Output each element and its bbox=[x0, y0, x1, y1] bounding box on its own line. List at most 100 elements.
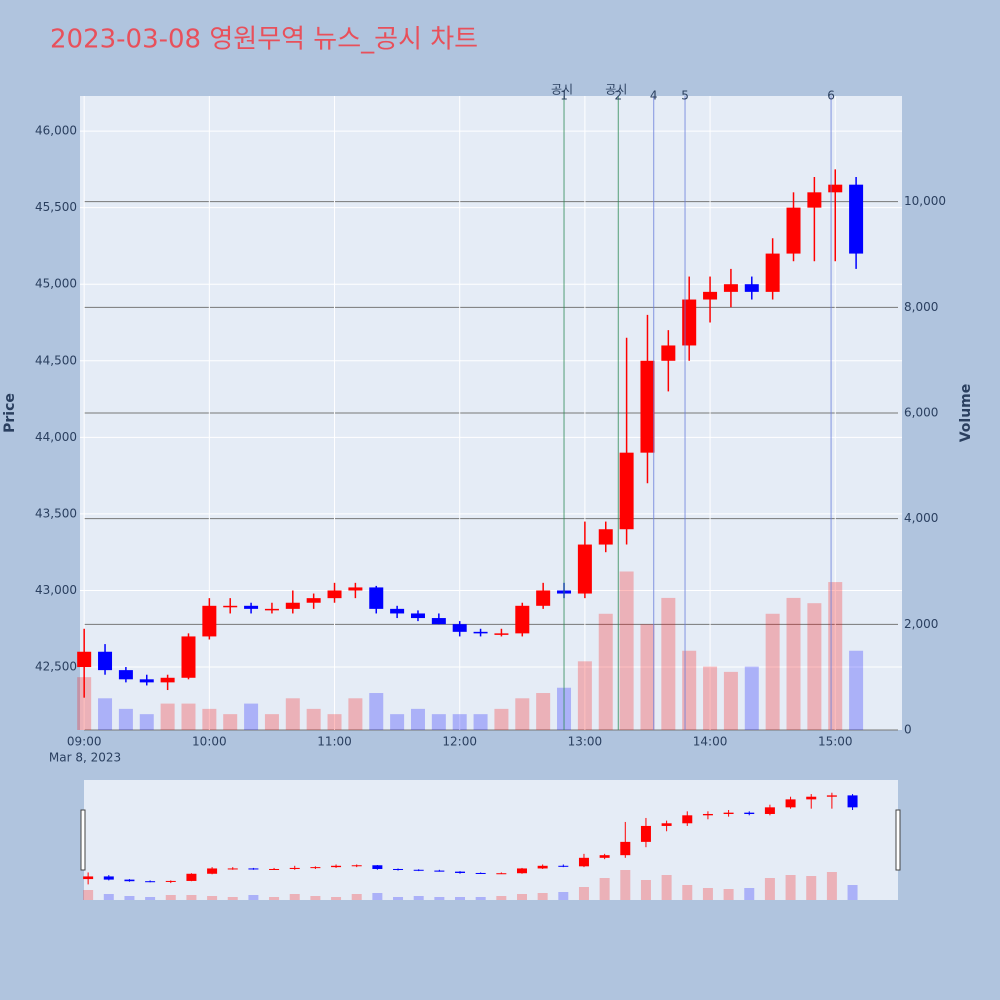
y2-tick-label: 10,000 bbox=[904, 194, 946, 208]
volume-bar bbox=[807, 603, 822, 730]
slider-volume-bar bbox=[496, 896, 507, 900]
volume-bar bbox=[640, 624, 655, 730]
slider-volume-bar bbox=[764, 878, 775, 900]
volume-bar bbox=[765, 613, 780, 730]
annotation-text: 공시 bbox=[551, 83, 573, 97]
slider-candle-body bbox=[351, 865, 362, 867]
x-date-label: Mar 8, 2023 bbox=[49, 751, 121, 765]
slider-candle-body bbox=[207, 868, 218, 874]
slider-volume-bar bbox=[537, 893, 548, 900]
range-slider[interactable] bbox=[84, 780, 898, 900]
slider-candle-body bbox=[702, 813, 713, 816]
y-tick-label: 43,500 bbox=[35, 506, 77, 520]
y-tick-label: 45,500 bbox=[35, 200, 77, 214]
candle-body bbox=[223, 605, 238, 608]
y2-tick-label: 0 bbox=[904, 723, 912, 737]
x-tick-label: 15:00 bbox=[818, 735, 853, 749]
slider-handle[interactable] bbox=[895, 809, 901, 871]
volume-bar bbox=[744, 666, 759, 730]
slider-volume-bar bbox=[289, 894, 300, 900]
slider-candle-body bbox=[227, 868, 238, 870]
candle-body bbox=[828, 184, 843, 193]
slider-candle-body bbox=[682, 815, 693, 824]
candle-body bbox=[494, 633, 509, 635]
candle-body bbox=[327, 590, 342, 599]
candle-body bbox=[98, 651, 113, 671]
slider-candle-body bbox=[578, 857, 589, 867]
volume-bar bbox=[786, 597, 801, 730]
slider-volume-bar bbox=[351, 894, 362, 900]
candle-body bbox=[285, 602, 300, 609]
slider-candle-body bbox=[455, 871, 466, 873]
volume-bar bbox=[410, 708, 425, 730]
x-tick-label: 13:00 bbox=[568, 735, 603, 749]
candle-body bbox=[682, 299, 697, 346]
slider-candle-body bbox=[124, 879, 135, 882]
volume-bar bbox=[98, 698, 113, 730]
candle-body bbox=[390, 608, 405, 614]
candle-body bbox=[473, 631, 488, 634]
volume-bar bbox=[348, 698, 363, 730]
candle-body bbox=[640, 360, 655, 453]
slider-volume-bar bbox=[103, 894, 114, 900]
slider-volume-bar bbox=[165, 895, 176, 900]
annotation-number: 6 bbox=[827, 89, 835, 103]
slider-candle-body bbox=[186, 873, 197, 881]
candle-body bbox=[202, 605, 217, 637]
y2-tick-label: 8,000 bbox=[904, 300, 938, 314]
slider-volume-bar bbox=[847, 885, 858, 900]
candle-body bbox=[306, 598, 321, 603]
volume-bar bbox=[181, 703, 196, 730]
slider-candle-body bbox=[310, 867, 321, 869]
y-tick-label: 43,000 bbox=[35, 583, 77, 597]
candle-body bbox=[431, 618, 446, 625]
volume-bar bbox=[682, 650, 697, 730]
slider-candle-body bbox=[165, 880, 176, 882]
slider-volume-bar bbox=[227, 897, 238, 900]
x-tick-label: 11:00 bbox=[317, 735, 352, 749]
slider-volume-bar bbox=[826, 872, 837, 900]
candle-body bbox=[515, 605, 530, 634]
y-tick-label: 45,000 bbox=[35, 277, 77, 291]
slider-volume-bar bbox=[145, 897, 156, 900]
candle-body bbox=[765, 253, 780, 292]
slider-volume-bar bbox=[475, 897, 486, 900]
slider-volume-bar bbox=[455, 897, 466, 900]
y-tick-label: 42,500 bbox=[35, 660, 77, 674]
x-tick-label: 12:00 bbox=[442, 735, 477, 749]
slider-candle-body bbox=[723, 812, 734, 814]
y-axis-label: Price bbox=[2, 393, 18, 433]
volume-bar bbox=[202, 708, 217, 730]
slider-handle[interactable] bbox=[80, 809, 86, 871]
candle-body bbox=[139, 679, 154, 683]
candle-body bbox=[369, 587, 384, 609]
candle-body bbox=[77, 651, 92, 668]
candle-body bbox=[264, 608, 279, 611]
candle-body bbox=[703, 291, 718, 300]
slider-candle-body bbox=[393, 868, 404, 870]
slider-candle-body bbox=[826, 795, 837, 797]
candle-body bbox=[536, 590, 551, 606]
volume-bar bbox=[828, 582, 843, 730]
candle-body bbox=[723, 284, 738, 292]
candle-body bbox=[807, 192, 822, 208]
slider-volume-bar bbox=[785, 875, 796, 900]
volume-bar bbox=[515, 698, 530, 730]
slider-candle-body bbox=[744, 812, 755, 814]
volume-bar bbox=[77, 677, 92, 730]
candle-body bbox=[160, 677, 175, 683]
slider-volume-bar bbox=[83, 890, 94, 900]
volume-bar bbox=[619, 571, 634, 730]
slider-candle-body bbox=[847, 795, 858, 808]
slider-candle-body bbox=[661, 823, 672, 826]
slider-volume-bar bbox=[640, 880, 651, 900]
slider-candle-body bbox=[537, 865, 548, 869]
volume-bar bbox=[160, 703, 175, 730]
candle-body bbox=[577, 544, 592, 594]
slider-volume-bar bbox=[599, 878, 610, 900]
volume-bar bbox=[598, 613, 613, 730]
slider-candle-body bbox=[103, 876, 114, 880]
annotation-number: 2 bbox=[614, 89, 622, 103]
volume-bar bbox=[327, 714, 342, 730]
slider-volume-bar bbox=[331, 897, 342, 900]
